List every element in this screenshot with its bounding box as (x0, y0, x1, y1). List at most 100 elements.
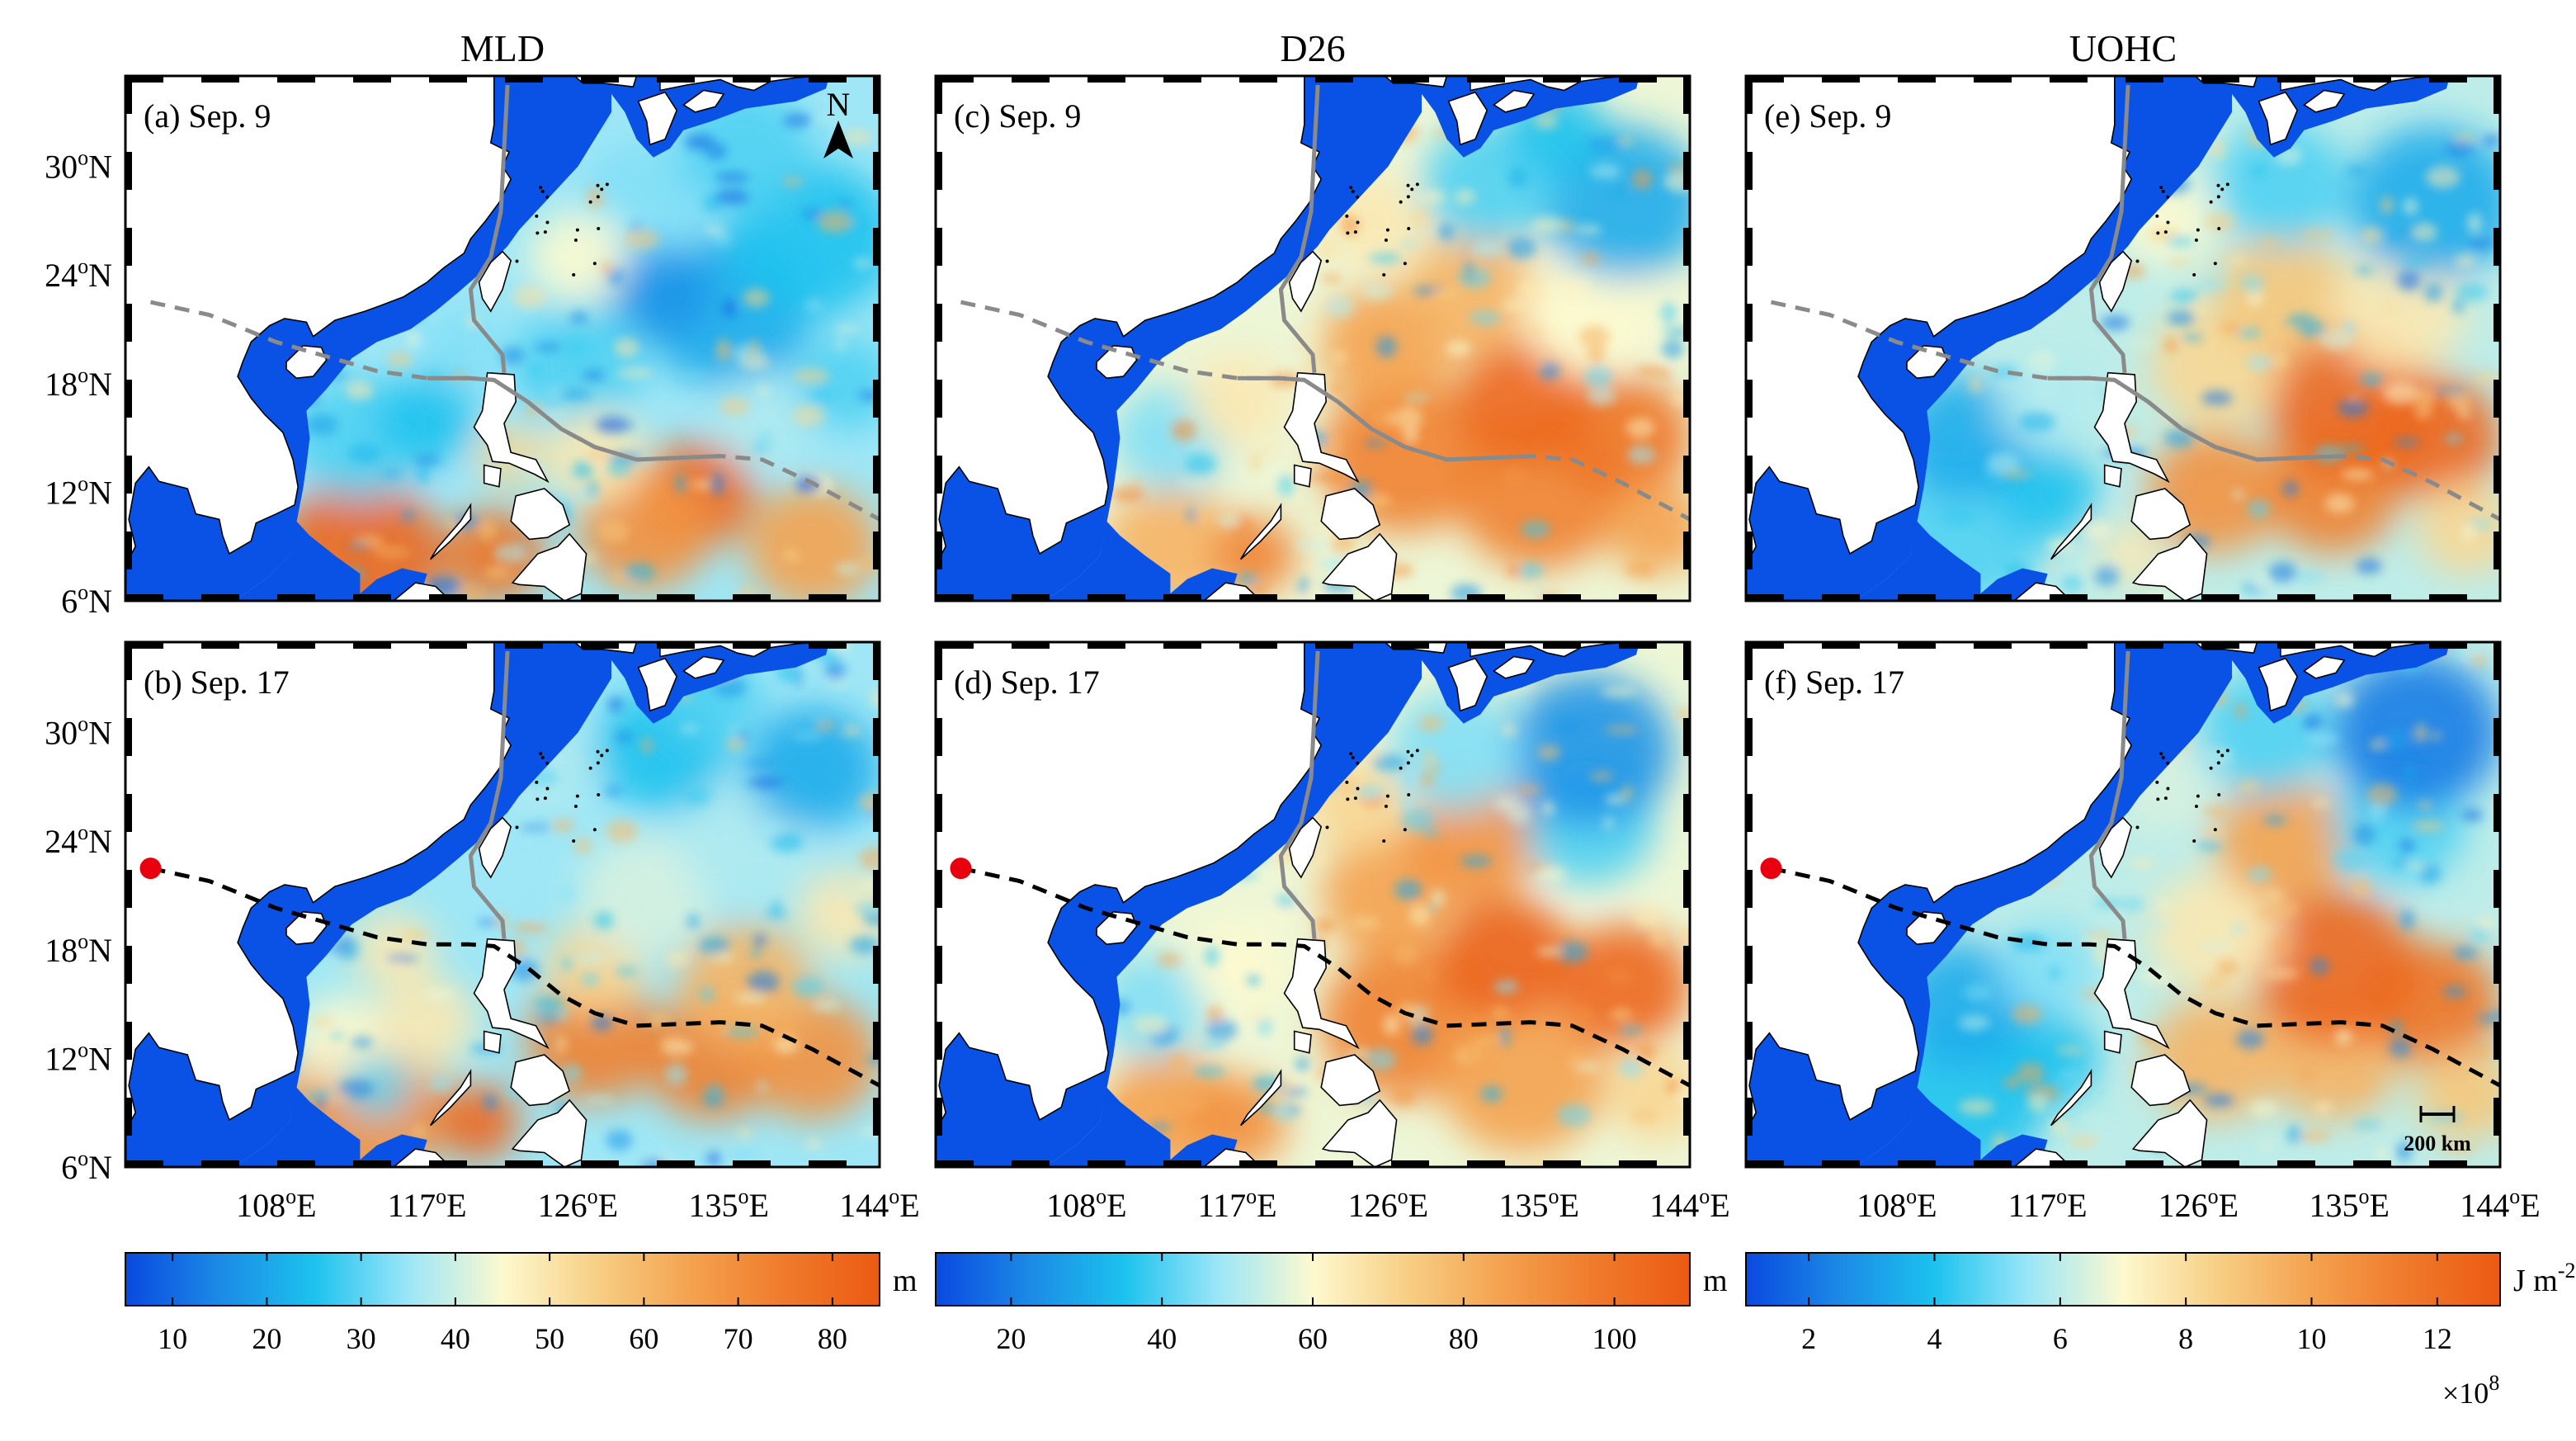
land (483, 464, 502, 488)
colorbar-tick-label: 100 (1592, 1322, 1637, 1355)
map-panel-d: (d) Sep. 17 (934, 640, 1691, 1169)
lat-tick-label: 30oN (45, 712, 112, 752)
map-panel-f: (f) Sep. 17 200 km (1744, 640, 2502, 1169)
land (511, 1098, 587, 1167)
colorbar-tick-label: 60 (629, 1322, 658, 1355)
land (1320, 488, 1381, 541)
land (473, 371, 550, 484)
shelf-region (125, 1087, 361, 1167)
colorbar-unit: J m-2 (2513, 1259, 2576, 1298)
land (1321, 1098, 1398, 1167)
land (2258, 657, 2299, 712)
column-title-mld: MLD (460, 27, 545, 69)
shelf-region (936, 1087, 1171, 1167)
lon-tick-label: 144oE (1649, 1184, 1729, 1224)
lon-tick-label: 126oE (538, 1184, 618, 1224)
landfall-marker (139, 858, 162, 880)
axis-labels: 6oN 12oN 18oN 24oN 30oN 6oN 12oN 18oN 24oN 30oN 10… (45, 146, 2541, 1224)
north-arrow: N (823, 86, 853, 158)
land (1321, 532, 1398, 601)
land (2130, 1054, 2191, 1107)
colorbar-tick-label: 4 (1927, 1322, 1942, 1355)
lat-tick-label: 24oN (45, 820, 112, 860)
land (1746, 76, 2133, 566)
typhoon-track (149, 300, 880, 522)
land (2302, 89, 2346, 113)
land (637, 657, 678, 712)
lat-tick-label: 12oN (45, 471, 112, 511)
typhoon-track (149, 866, 880, 1088)
colorbars: 10 20 30 40 50 60 70 80 m 20 40 60 80 100 m 2 4 6 8 10 12 J m… (125, 1252, 2576, 1410)
land (682, 655, 725, 679)
land (2103, 1030, 2122, 1054)
land (637, 91, 678, 146)
land (1320, 1054, 1381, 1107)
panel-label: (c) Sep. 9 (954, 97, 1081, 135)
landfall-marker (1760, 858, 1782, 880)
typhoon-track (960, 866, 1690, 1088)
column-titles: MLD D26 UOHC (460, 27, 2177, 69)
lon-tick-label: 135oE (1498, 1184, 1578, 1224)
lon-tick-label: 144oE (2460, 1184, 2540, 1224)
column-title-uohc: UOHC (2069, 27, 2177, 69)
land (478, 816, 512, 879)
colorbar-tick-label: 10 (2297, 1322, 2327, 1355)
map-panel-e: (e) Sep. 9 (1744, 74, 2502, 602)
land (1492, 655, 1536, 679)
land (2130, 488, 2191, 541)
shelf-region (1746, 521, 1981, 601)
colorbar-tick-label: 2 (1801, 1322, 1816, 1355)
land (478, 250, 512, 313)
land (2302, 655, 2346, 679)
lon-tick-label: 126oE (1348, 1184, 1428, 1224)
land (1288, 250, 1323, 313)
lon-tick-label: 108oE (1857, 1184, 1937, 1224)
colorbar-d26: 20 40 60 80 100 m (935, 1252, 1728, 1355)
land (1283, 938, 1360, 1050)
lon-tick-label: 108oE (1046, 1184, 1126, 1224)
lat-tick-label: 30oN (45, 146, 112, 186)
lon-tick-label: 117oE (388, 1184, 467, 1224)
colorbar-tick-label: 20 (252, 1322, 281, 1355)
colorbar-tick-label: 30 (347, 1322, 376, 1355)
grey-path (1278, 650, 1320, 939)
grey-path (2088, 650, 2130, 939)
land (1293, 464, 1312, 488)
lon-tick-label: 135oE (688, 1184, 768, 1224)
svg-text:200 km: 200 km (2404, 1132, 2471, 1155)
colorbar-tick-label: 40 (441, 1322, 470, 1355)
shelf-region (936, 521, 1171, 601)
colorbar-tick-label: 80 (1449, 1322, 1479, 1355)
colorbar-mld: 10 20 30 40 50 60 70 80 m (125, 1252, 918, 1355)
colorbar-tick-label: 12 (2423, 1322, 2452, 1355)
land (473, 938, 550, 1050)
colorbar-tick-label: 8 (2178, 1322, 2193, 1355)
land (1492, 89, 1536, 113)
lat-tick-label: 18oN (45, 363, 112, 403)
map-panels: (a) Sep. 9 N (c) Sep. 9 (e) Sep. 9 (b) Sep. … (124, 74, 2502, 1169)
svg-text:N: N (827, 86, 851, 123)
panel-label: (e) Sep. 9 (1764, 97, 1891, 135)
lat-tick-label: 12oN (45, 1037, 112, 1077)
lat-tick-label: 6oN (61, 1146, 112, 1186)
land (936, 76, 1323, 566)
lon-tick-label: 144oE (839, 1184, 919, 1224)
land (1240, 1068, 1282, 1127)
panel-label: (b) Sep. 17 (144, 664, 290, 701)
colorbar-tick-label: 70 (724, 1322, 753, 1355)
land (2098, 816, 2133, 879)
colorbar-uohc: 2 4 6 8 10 12 J m-2 ×108 (1745, 1252, 2576, 1410)
panel-label: (d) Sep. 17 (954, 664, 1100, 701)
colorbar-tick-label: 20 (996, 1322, 1026, 1355)
land (1447, 91, 1489, 146)
map-panel-a: (a) Sep. 9 N (124, 74, 881, 602)
land (2131, 1098, 2208, 1167)
grey-path (468, 650, 510, 939)
colorbar-tick-label: 80 (818, 1322, 847, 1355)
land (483, 1030, 502, 1054)
colorbar-tick-label: 10 (158, 1322, 187, 1355)
lat-tick-label: 6oN (61, 580, 112, 620)
land (1447, 657, 1489, 712)
lat-tick-label: 24oN (45, 254, 112, 294)
